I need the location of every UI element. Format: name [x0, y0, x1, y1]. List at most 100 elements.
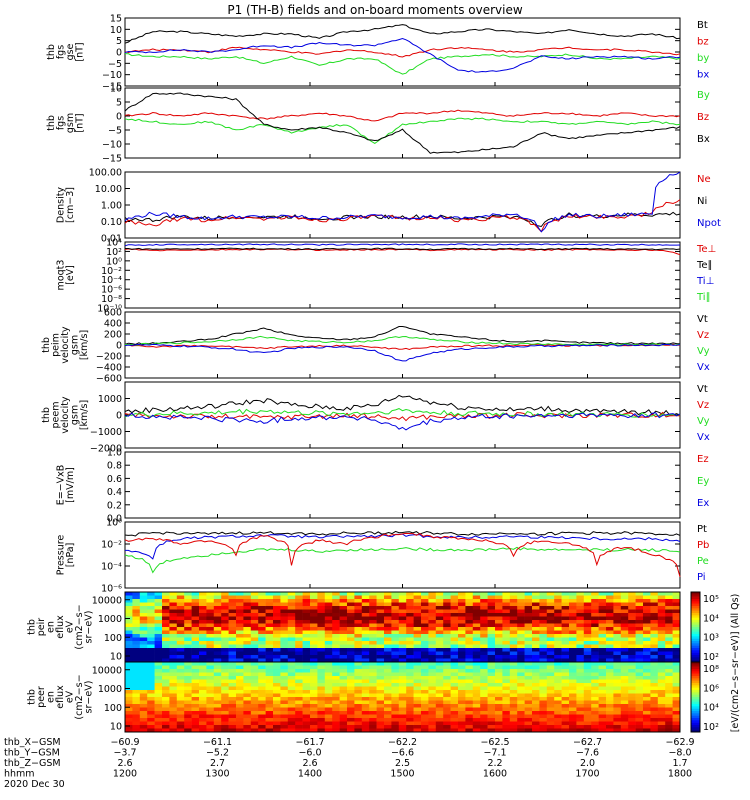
spectrogram-cell [280, 711, 289, 715]
spectrogram-cell [125, 676, 133, 680]
spectrogram-cell [569, 707, 577, 712]
spectrogram-cell [199, 651, 207, 656]
spectrogram-cell [221, 725, 229, 729]
spectrogram-cell [428, 602, 437, 607]
spectrogram-cell [206, 704, 215, 708]
spectrogram-cell [546, 700, 555, 705]
spectrogram-cell [620, 599, 629, 603]
spectrogram-cell [324, 683, 333, 687]
spectrogram-cell [428, 697, 437, 701]
spectrogram-cell [613, 599, 622, 603]
spectrogram-cell [243, 609, 252, 614]
y-axis-label: peem [51, 402, 62, 429]
spectrogram-cell [147, 651, 155, 656]
spectrogram-cell [317, 686, 326, 691]
date-label: 2020 Dec 30 [4, 779, 65, 790]
spectrogram-cell [509, 627, 518, 631]
spectrogram-cell [450, 648, 459, 652]
spectrogram-cell [398, 676, 407, 680]
y-tick-label: 10.00 [95, 184, 122, 195]
spectrogram-cell [458, 616, 466, 621]
spectrogram-cell [443, 609, 451, 614]
spectrogram-cell [176, 630, 185, 635]
spectrogram-cell [132, 637, 141, 642]
spectrogram-cell [273, 693, 281, 698]
spectrogram-cell [324, 693, 333, 698]
spectrogram-cell [199, 704, 207, 708]
spectrogram-cell [287, 693, 296, 698]
colorbar-cell [691, 620, 700, 623]
spectrogram-cell [324, 644, 333, 649]
spectrogram-cell [495, 613, 503, 617]
spectrogram-cell [221, 686, 229, 691]
spectrogram-cell [369, 679, 377, 684]
spectrogram-cell [287, 721, 296, 726]
spectrogram-cell [361, 728, 370, 733]
y-tick-label: −10 [102, 140, 122, 151]
spectrogram-cell [125, 637, 133, 642]
spectrogram-cell [583, 613, 592, 617]
spectrogram-cell [302, 606, 311, 610]
spectrogram-cell [236, 686, 244, 691]
spectrogram-cell [502, 665, 511, 670]
spectrogram-cell [169, 634, 178, 638]
spectrogram-cell [213, 676, 222, 680]
spectrogram-cell [628, 704, 636, 708]
spectrogram-cell [502, 634, 511, 638]
spectrogram-cell [635, 613, 644, 617]
spectrogram-cell [480, 595, 488, 600]
spectrogram-cell [606, 637, 614, 642]
spectrogram-cell [539, 620, 548, 624]
spectrogram-cell [517, 630, 525, 635]
spectrogram-cell [539, 690, 548, 694]
spectrogram-cell [421, 595, 429, 600]
spectrogram-cell [569, 704, 577, 708]
spectrogram-cell [184, 599, 192, 603]
spectrogram-cell [487, 693, 496, 698]
spectrogram-cell [176, 669, 185, 673]
spectrogram-cell [598, 697, 607, 701]
spectrogram-cell [472, 690, 481, 694]
spectrogram-cell [139, 704, 148, 708]
spectrogram-cell [347, 613, 355, 617]
spectrogram-cell [339, 665, 348, 670]
spectrogram-cell [561, 637, 570, 642]
spectrogram-cell [657, 634, 666, 638]
spectrogram-cell [176, 651, 185, 656]
spectrogram-cell [406, 599, 414, 603]
spectrogram-cell [369, 658, 377, 663]
spectrogram-cell [657, 623, 666, 628]
spectrogram-cell [339, 679, 348, 684]
spectrogram-cell [569, 651, 577, 656]
spectrogram-cell [228, 721, 237, 726]
spectrogram-cell [206, 672, 215, 677]
spectrogram-cell [472, 658, 481, 663]
spectrogram-cell [472, 700, 481, 705]
spectrogram-cell [265, 648, 274, 652]
spectrogram-cell [546, 711, 555, 715]
spectrogram-cell [132, 609, 141, 614]
spectrogram-cell [199, 595, 207, 600]
spectrogram-cell [620, 686, 629, 691]
spectrogram-cell [628, 602, 636, 607]
spectrogram-cell [665, 686, 673, 691]
spectrogram-cell [591, 620, 599, 624]
spectrogram-cell [509, 655, 518, 659]
spectrogram-cell [465, 697, 474, 701]
spectrogram-cell [199, 676, 207, 680]
spectrogram-cell [487, 613, 496, 617]
spectrogram-cell [280, 683, 289, 687]
spectrogram-cell [250, 714, 259, 719]
spectrogram-cell [480, 662, 488, 666]
spectrogram-cell [384, 669, 392, 673]
spectrogram-cell [672, 623, 681, 628]
spectrogram-cell [583, 707, 592, 712]
spectrogram-cell [598, 620, 607, 624]
spectrogram-cell [169, 658, 178, 663]
spectrogram-cell [413, 707, 422, 712]
spectrogram-cell [391, 648, 400, 652]
spectrogram-cell [532, 718, 540, 722]
series-Pb [124, 532, 681, 577]
spectrogram-cell [421, 592, 429, 596]
spectrogram-cell [576, 683, 585, 687]
